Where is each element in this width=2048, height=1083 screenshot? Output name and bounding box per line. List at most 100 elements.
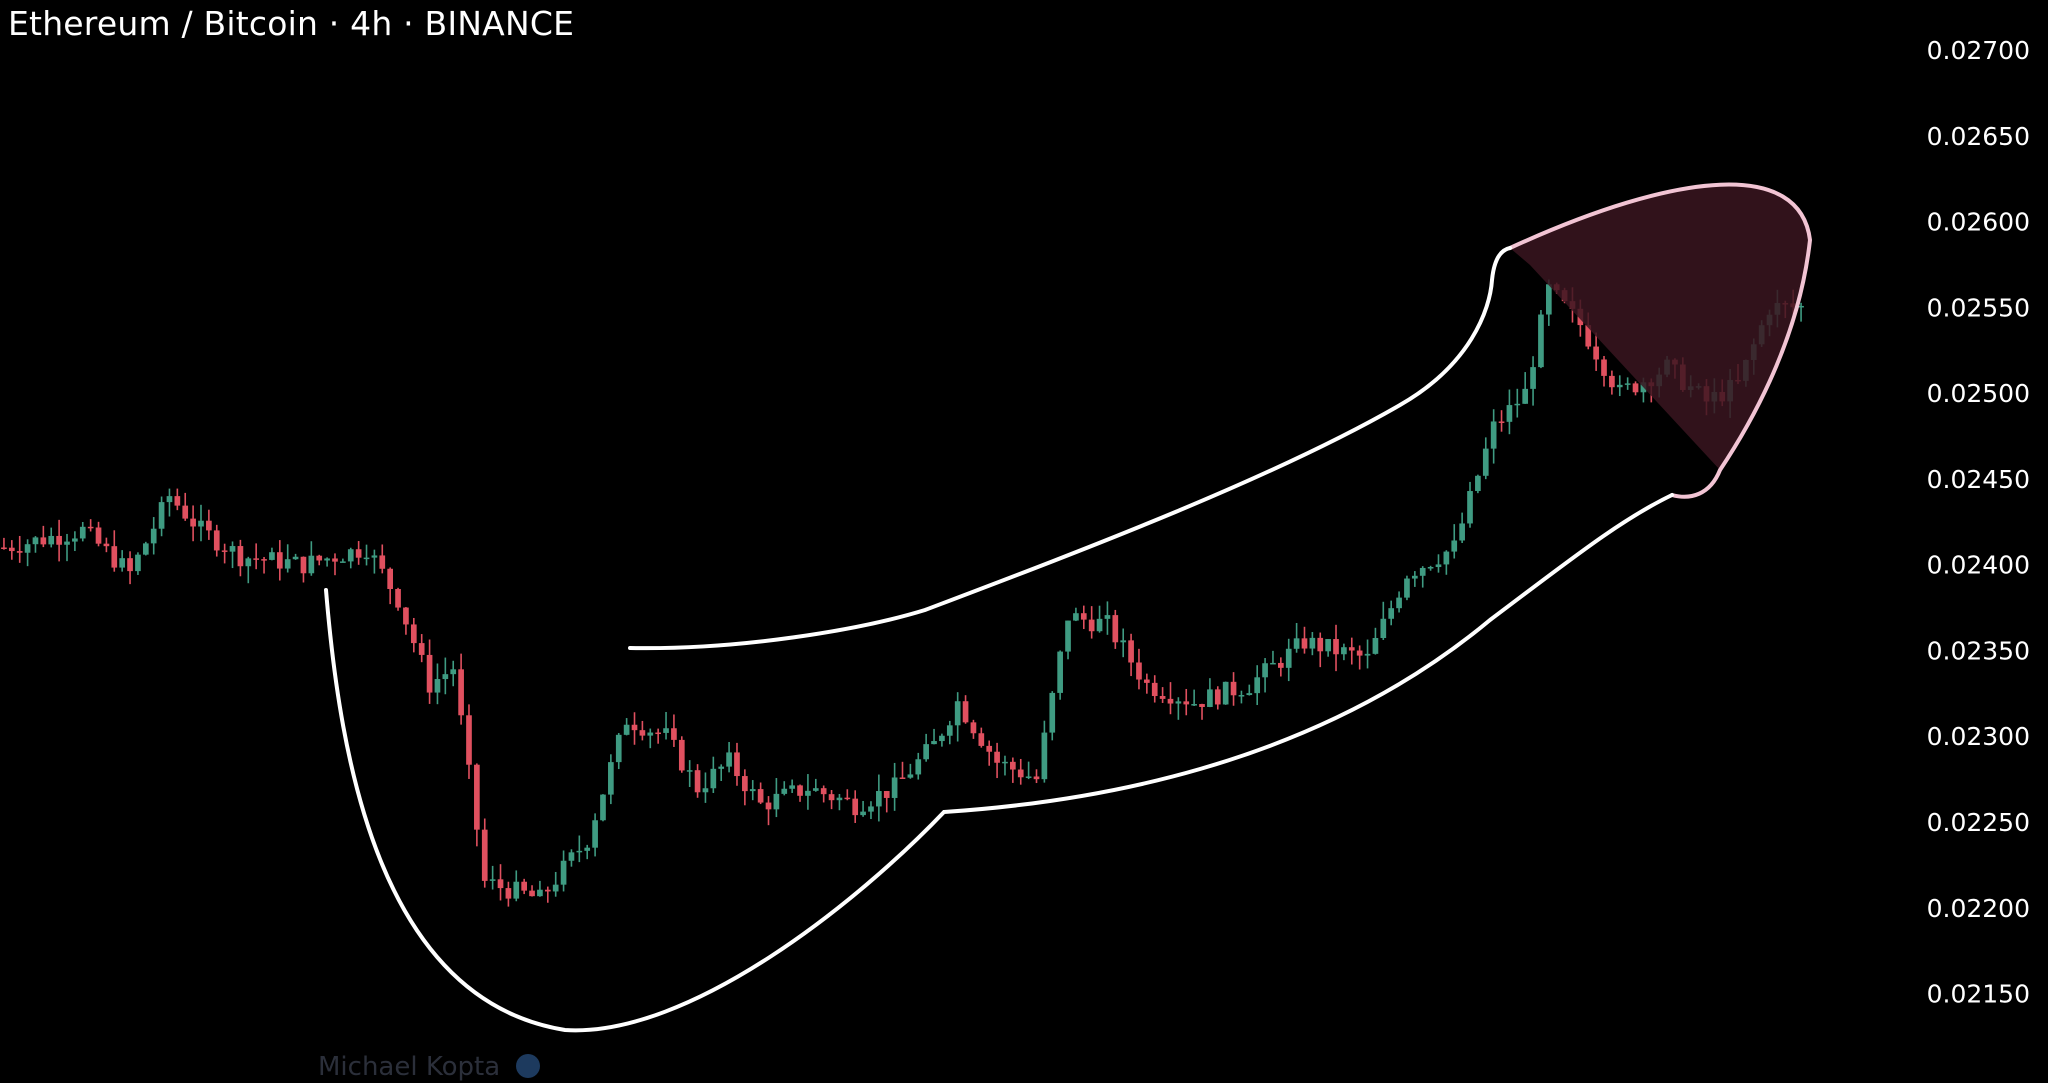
candle-body [1624, 383, 1631, 385]
chart-title: Ethereum / Bitcoin · 4h · BINANCE [8, 4, 575, 43]
candle [970, 719, 977, 739]
candle-body [686, 770, 693, 772]
candle [994, 742, 1000, 779]
candle-body [931, 741, 937, 745]
candle [269, 547, 275, 561]
candle-body [1632, 383, 1639, 393]
candle [1443, 550, 1450, 575]
candle-body [828, 794, 835, 801]
candle [1278, 657, 1284, 677]
candle [1522, 372, 1529, 404]
candle [1498, 410, 1505, 432]
candle [686, 760, 693, 788]
candle-body [655, 732, 661, 735]
candle-body [340, 561, 346, 563]
candle-body [860, 811, 866, 816]
candle-body [994, 751, 1000, 763]
candle-body [852, 798, 859, 816]
candle [529, 885, 535, 897]
candle [560, 850, 567, 892]
candle [206, 509, 212, 540]
candle-body [213, 530, 220, 551]
candle [1128, 633, 1134, 677]
candle [615, 733, 622, 770]
y-tick-label: 0.02400 [1927, 551, 2030, 580]
candle-body [749, 789, 756, 792]
candle [1348, 637, 1355, 665]
candle-body [363, 557, 370, 560]
candle-body [757, 789, 764, 803]
candle [1798, 302, 1804, 322]
candle [1080, 605, 1087, 630]
candle-body [1010, 761, 1016, 770]
candle [1380, 601, 1387, 640]
candle [442, 657, 449, 695]
candle-body [820, 788, 827, 795]
candle [1506, 389, 1513, 435]
candle [537, 880, 543, 897]
candle [1096, 605, 1103, 633]
candle [87, 519, 94, 532]
candle [379, 544, 386, 574]
candle-body [1522, 388, 1529, 404]
candle [355, 541, 362, 565]
candle [1191, 689, 1197, 707]
candle-body [1609, 375, 1615, 388]
candle-body [907, 774, 914, 778]
candle-body [1538, 314, 1544, 368]
candle [418, 634, 425, 663]
candle [505, 881, 512, 907]
candle [584, 844, 591, 860]
candle-body [1017, 769, 1024, 778]
candle [300, 556, 307, 583]
candle-body [1482, 448, 1489, 476]
candle [1112, 609, 1119, 649]
candle [1601, 355, 1607, 387]
candle [600, 794, 606, 822]
candle-body [899, 777, 906, 779]
candle [347, 547, 354, 569]
candle [576, 835, 583, 863]
candle-body [442, 674, 449, 680]
candle-body [95, 527, 102, 544]
candle-body [1514, 403, 1521, 406]
candle [182, 492, 189, 521]
candle [718, 764, 725, 781]
candle-body [544, 889, 551, 892]
candle [142, 541, 149, 556]
candle-body [72, 538, 78, 542]
candle-body [497, 879, 504, 889]
candle-body [489, 879, 496, 881]
candle-body [332, 558, 338, 562]
candle [1609, 370, 1615, 395]
candle [1475, 474, 1481, 494]
candle [221, 543, 228, 564]
candle-body [631, 724, 638, 731]
candle [639, 720, 646, 741]
candle [726, 741, 732, 773]
outline-upper-edge [628, 246, 1512, 651]
candle [1183, 688, 1190, 716]
candle-body [742, 776, 748, 792]
y-tick-label: 0.02550 [1927, 293, 2030, 322]
candle [340, 558, 346, 563]
candle [1010, 757, 1016, 783]
candle-body [379, 555, 386, 569]
candle [174, 488, 181, 511]
candle-body [1104, 615, 1111, 619]
candle-body [1404, 578, 1410, 598]
candle-body [79, 526, 86, 539]
candle-body [1593, 346, 1599, 360]
candle-body [16, 551, 23, 553]
candle-body [1348, 647, 1355, 651]
candle [1073, 607, 1079, 622]
candle [1, 537, 7, 550]
candle-body [1585, 325, 1592, 347]
candle [1341, 643, 1347, 661]
candle [1396, 591, 1402, 613]
candle-body [403, 607, 409, 625]
candle-body [206, 520, 212, 531]
candle [1427, 565, 1434, 571]
candle-body [1467, 491, 1473, 524]
